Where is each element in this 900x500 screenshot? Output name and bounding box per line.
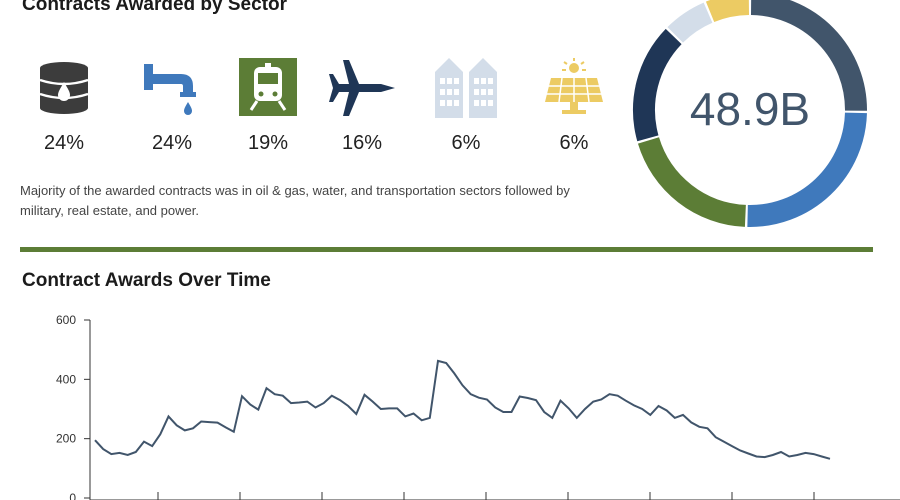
time-section-title: Contract Awards Over Time (22, 270, 271, 291)
donut-slice-3 (633, 28, 682, 142)
donut-total-value: 48.9B (689, 83, 811, 135)
sector-section-title: Contracts Awarded by Sector (22, 0, 288, 15)
sector-pct-military: 16% (341, 132, 383, 154)
sector-military: 16% (322, 58, 402, 155)
sector-water: 24% (132, 58, 212, 155)
sector-oil-gas: 24% (24, 58, 104, 155)
sector-real-estate: 6% (426, 58, 506, 155)
water-tap-icon (144, 64, 196, 115)
y-tick-label: 200 (56, 432, 76, 446)
donut-slice-1 (747, 112, 867, 227)
y-tick-label: 400 (56, 372, 76, 386)
train-icon (239, 58, 297, 116)
donut-slice-0 (750, 0, 867, 111)
sector-pct-transportation: 19% (247, 132, 289, 154)
sector-donut-chart (633, 0, 867, 227)
fighter-jet-icon (329, 60, 395, 116)
sector-pct-water: 24% (151, 132, 193, 154)
solar-panel-icon (545, 58, 603, 114)
sector-pct-real-estate: 6% (451, 132, 481, 154)
y-axis: 0 200 400 600 (56, 313, 91, 500)
sector-pct-power: 6% (559, 132, 589, 154)
y-tick-label: 600 (56, 313, 76, 327)
buildings-icon (435, 58, 497, 118)
sector-transportation: 19% (228, 58, 308, 155)
sector-pct-oil-gas: 24% (43, 132, 85, 154)
donut-slice-4 (667, 2, 713, 43)
awards-series-line (94, 359, 831, 460)
section-divider (20, 247, 873, 252)
sector-power: 6% (534, 58, 614, 155)
donut-slice-2 (637, 137, 747, 227)
sector-note: Majority of the awarded contracts was in… (20, 183, 570, 218)
donut-slice-5 (705, 0, 750, 23)
awards-line-chart: 0 200 400 600 (56, 313, 900, 500)
x-axis (90, 492, 900, 500)
y-tick-label: 0 (69, 491, 76, 500)
oil-barrel-icon (39, 62, 89, 114)
